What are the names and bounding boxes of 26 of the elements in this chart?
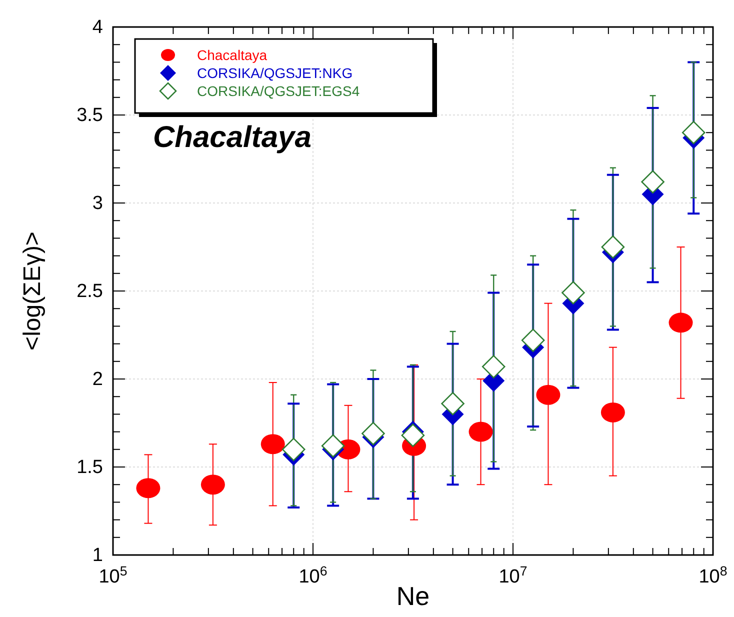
y-axis-title: <log(ΣEγ)> (19, 232, 46, 350)
point (521, 328, 545, 352)
legend-label: CORSIKA/QGSJET:NKG (197, 64, 353, 81)
point (682, 120, 706, 144)
y-tick-label: 3 (92, 193, 103, 214)
point (362, 422, 385, 446)
legend-label: Chacaltaya (197, 46, 268, 63)
y-tick-label: 2.5 (76, 281, 103, 302)
y-tick-label: 1.5 (76, 457, 103, 478)
legend-label: CORSIKA/QGSJET:EGS4 (197, 82, 360, 99)
point (641, 170, 664, 194)
point (282, 438, 306, 462)
annotation: Chacaltaya (153, 121, 312, 154)
y-tick-label: 4 (92, 17, 104, 38)
x-tick-label: 10$^{6}$ (298, 562, 328, 588)
y-tick-label: 3.5 (76, 105, 103, 126)
y-tick-label: 2 (92, 369, 103, 390)
x-tick-label: 10$^{8}$ (698, 562, 728, 588)
x-tick-label: 10$^{7}$ (498, 562, 528, 588)
x-axis-title: Ne (396, 581, 430, 611)
point (321, 434, 345, 458)
point (401, 424, 425, 447)
point (601, 235, 625, 259)
point (482, 355, 506, 378)
point (562, 281, 585, 304)
point (441, 392, 464, 416)
